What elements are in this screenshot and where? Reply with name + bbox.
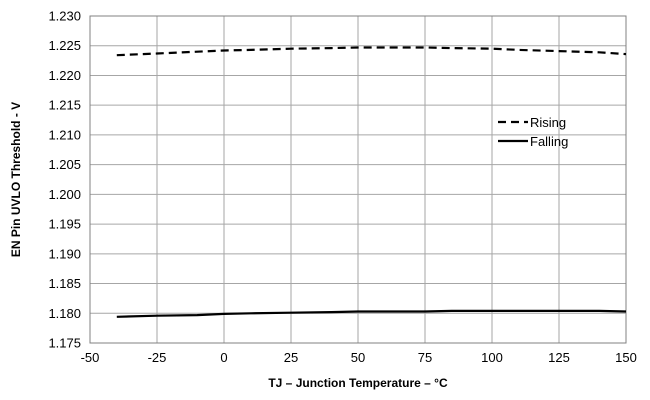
y-tick-label: 1.215 xyxy=(48,98,81,113)
y-axis-title: EN Pin UVLO Threshold - V xyxy=(9,102,23,257)
x-tick-label: 25 xyxy=(284,350,298,365)
y-tick-label: 1.220 xyxy=(48,68,81,83)
y-tick-label: 1.190 xyxy=(48,246,81,261)
x-tick-label: -25 xyxy=(148,350,167,365)
x-tick-label: 50 xyxy=(351,350,365,365)
y-tick-label: 1.185 xyxy=(48,276,81,291)
y-tick-label: 1.175 xyxy=(48,336,81,351)
y-tick-label: 1.200 xyxy=(48,187,81,202)
legend-label-falling: Falling xyxy=(530,134,568,149)
series-line-rising xyxy=(116,46,627,57)
series-line-falling xyxy=(116,309,627,318)
x-axis-title: TJ – Junction Temperature – °C xyxy=(268,376,448,390)
y-tick-label: 1.225 xyxy=(48,38,81,53)
x-tick-label: 125 xyxy=(548,350,570,365)
x-tick-label: -50 xyxy=(81,350,100,365)
grid xyxy=(89,15,627,344)
x-axis-ticks: -50 -25 0 25 50 75 100 125 150 xyxy=(81,350,637,365)
series-layer xyxy=(116,46,627,318)
y-tick-label: 1.180 xyxy=(48,306,81,321)
x-tick-label: 150 xyxy=(615,350,637,365)
y-tick-label: 1.210 xyxy=(48,127,81,142)
x-tick-label: 100 xyxy=(481,350,503,365)
x-tick-label: 0 xyxy=(220,350,227,365)
legend: Rising Falling xyxy=(498,115,568,149)
y-tick-label: 1.205 xyxy=(48,157,81,172)
y-tick-label: 1.230 xyxy=(48,9,81,24)
x-tick-label: 75 xyxy=(418,350,432,365)
y-tick-label: 1.195 xyxy=(48,217,81,232)
legend-label-rising: Rising xyxy=(530,115,566,130)
plot-frame xyxy=(89,15,627,344)
y-axis-ticks: 1.175 1.180 1.185 1.190 1.195 1.200 1.205 1.210… xyxy=(48,9,81,351)
